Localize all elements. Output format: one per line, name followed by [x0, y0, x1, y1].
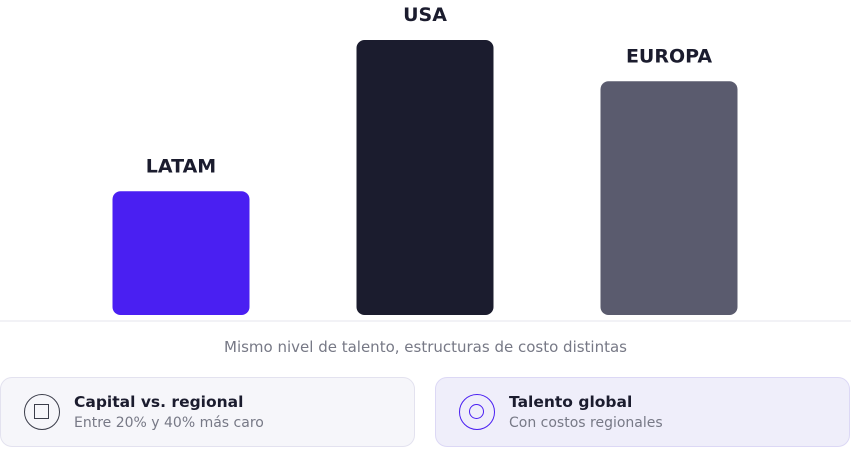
bar-europa: [600, 81, 738, 315]
bar-label-usa: USA: [403, 4, 447, 26]
bar-label-europa: EUROPA: [626, 45, 712, 67]
bar-label-latam: LATAM: [146, 155, 216, 177]
square-in-circle-icon: [24, 394, 60, 430]
card-subtitle: Con costos regionales: [509, 414, 663, 431]
card-capital-vs-regional: Capital vs. regional Entre 20% y 40% más…: [0, 377, 415, 447]
card-title: Capital vs. regional: [74, 392, 244, 411]
bar-chart: LATAM USA EUROPA: [0, 4, 851, 322]
card-subtitle: Entre 20% y 40% más caro: [74, 414, 264, 431]
card-talento-global: Talento global Con costos regionales: [435, 377, 850, 447]
card-title: Talento global: [509, 392, 633, 411]
chart-caption: Mismo nivel de talento, estructuras de c…: [224, 338, 627, 356]
bar-latam: [112, 191, 250, 315]
target-icon: [459, 394, 495, 430]
bar-usa: [356, 40, 494, 315]
